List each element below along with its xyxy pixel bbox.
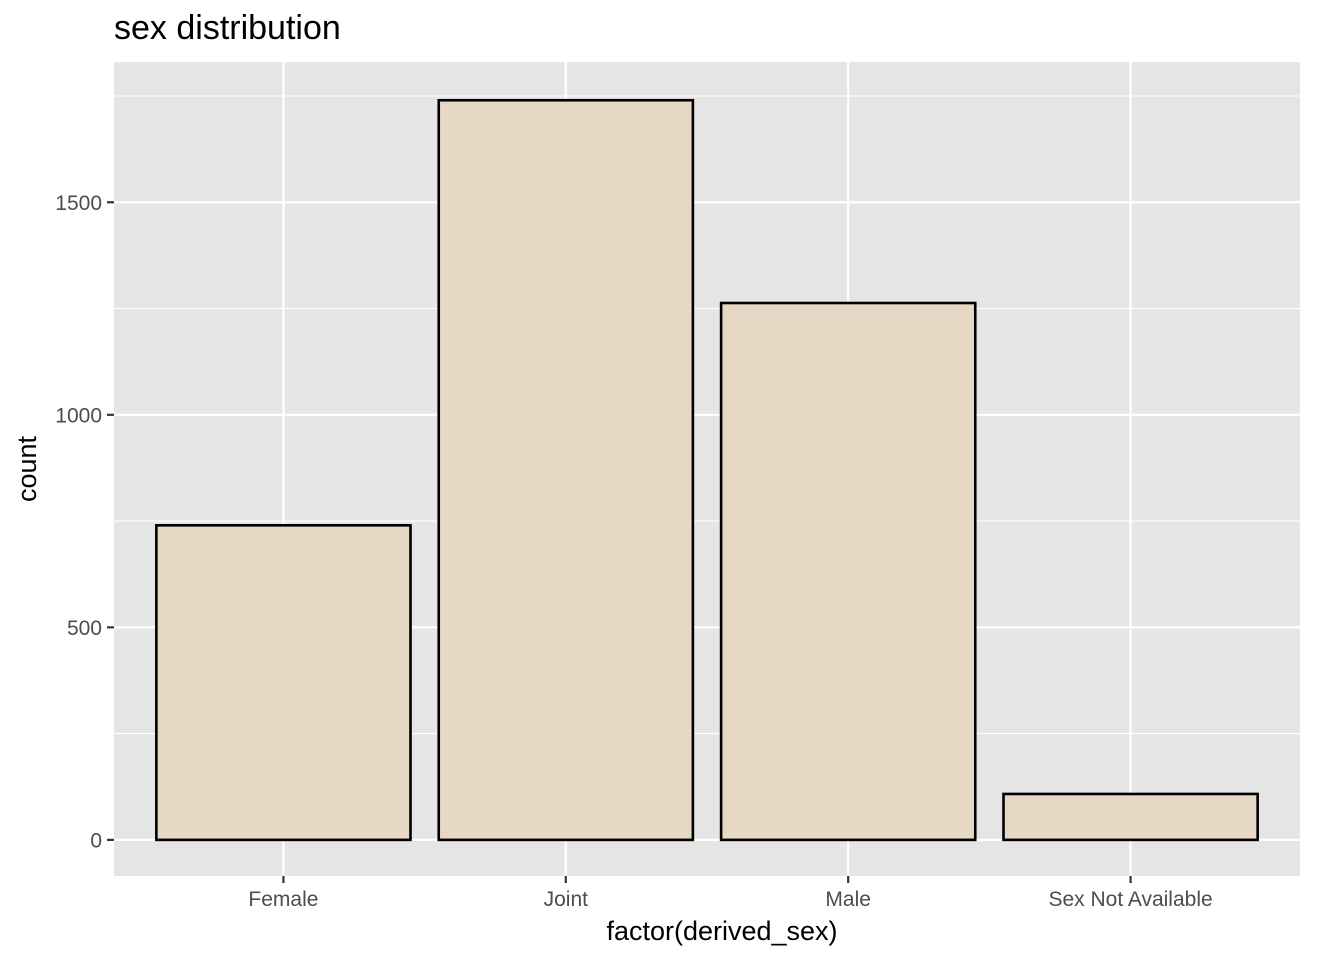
y-tick-label: 0 (90, 829, 102, 852)
y-tick-label: 500 (67, 617, 102, 640)
x-axis: Female Joint Male Sex Not Available (248, 876, 1213, 911)
x-tick-label: Joint (544, 888, 589, 911)
chart-title: sex distribution (114, 9, 341, 47)
y-tick-label: 1500 (55, 192, 102, 215)
y-tick-label: 1000 (55, 404, 102, 427)
x-axis-title: factor(derived_sex) (606, 916, 837, 946)
bar-male (719, 301, 977, 842)
x-tick-label: Female (248, 888, 318, 911)
y-axis: 0 500 1000 1500 (55, 192, 114, 852)
x-tick-label: Male (825, 888, 871, 911)
bar-female (155, 524, 412, 842)
bar-series (155, 98, 1259, 842)
bar-joint (437, 98, 695, 842)
x-tick-label: Sex Not Available (1048, 888, 1212, 911)
bar-sex-not-available (1002, 792, 1259, 842)
y-axis-title: count (12, 435, 42, 502)
